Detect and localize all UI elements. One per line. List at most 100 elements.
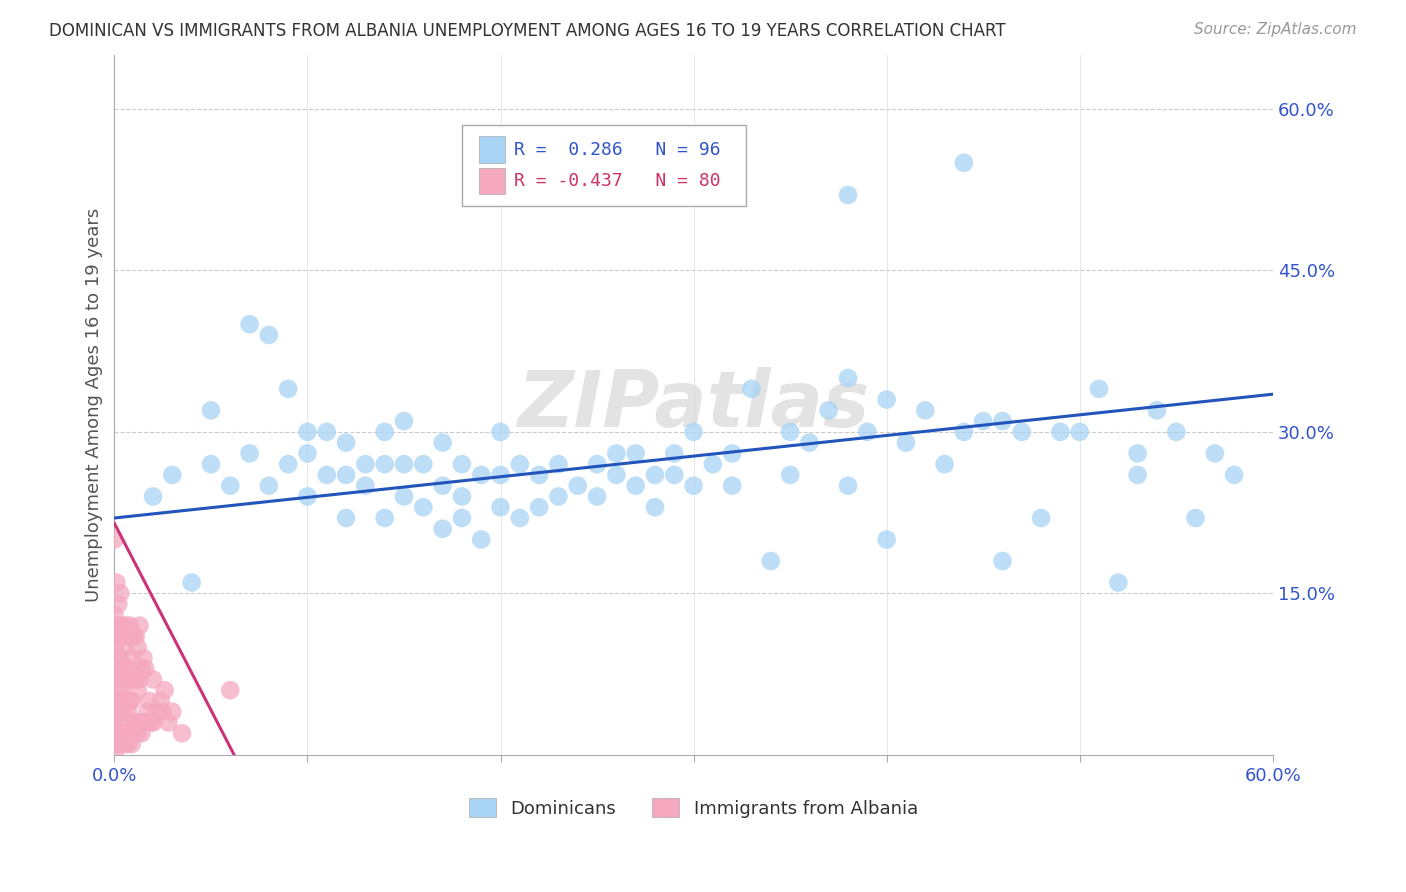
Point [374, 511, 396, 525]
Point [432, 479, 454, 493]
Point [170, 726, 193, 740]
Legend: Dominicans, Immigrants from Albania: Dominicans, Immigrants from Albania [461, 791, 925, 825]
Point [127, 640, 149, 655]
Point [721, 479, 744, 493]
Point [115, 694, 138, 708]
Point [1049, 425, 1071, 439]
Point [132, 715, 155, 730]
Point [335, 511, 357, 525]
Point [108, 629, 131, 643]
Point [139, 715, 162, 730]
Point [664, 446, 686, 460]
Point [200, 403, 222, 417]
Point [107, 629, 129, 643]
Point [162, 705, 184, 719]
Point [115, 662, 138, 676]
Point [107, 662, 129, 676]
Point [103, 737, 125, 751]
Point [315, 425, 337, 439]
Point [219, 683, 242, 698]
Point [118, 618, 141, 632]
Point [257, 479, 280, 493]
Point [142, 490, 165, 504]
Point [392, 457, 415, 471]
Point [624, 479, 647, 493]
Point [128, 673, 150, 687]
Point [953, 155, 976, 169]
Point [127, 683, 149, 698]
Point [257, 328, 280, 343]
Point [111, 726, 134, 740]
Point [128, 618, 150, 632]
Text: R = -0.437   N = 80: R = -0.437 N = 80 [515, 172, 721, 190]
Point [354, 479, 377, 493]
Point [1184, 511, 1206, 525]
Point [664, 467, 686, 482]
Point [200, 457, 222, 471]
Point [112, 673, 135, 687]
Point [432, 435, 454, 450]
Point [124, 673, 146, 687]
Point [1126, 446, 1149, 460]
Point [121, 694, 143, 708]
Point [547, 457, 569, 471]
Point [103, 673, 125, 687]
Point [856, 425, 879, 439]
Point [1069, 425, 1091, 439]
Point [107, 597, 129, 611]
Point [136, 705, 159, 719]
Point [277, 457, 299, 471]
Point [759, 554, 782, 568]
Point [108, 586, 131, 600]
Point [142, 715, 165, 730]
Point [153, 683, 176, 698]
Point [315, 467, 337, 482]
Point [118, 694, 141, 708]
Point [108, 705, 131, 719]
Point [1088, 382, 1111, 396]
Point [644, 500, 666, 515]
Point [837, 371, 859, 385]
Point [111, 694, 134, 708]
Point [451, 490, 474, 504]
Point [219, 479, 242, 493]
Point [741, 382, 763, 396]
Point [105, 618, 128, 632]
Point [105, 575, 128, 590]
Point [586, 490, 609, 504]
Point [105, 651, 128, 665]
Point [354, 457, 377, 471]
Point [108, 651, 131, 665]
Point [115, 726, 138, 740]
Point [586, 457, 609, 471]
Point [118, 726, 141, 740]
Point [132, 651, 155, 665]
Point [682, 425, 704, 439]
Point [162, 467, 184, 482]
Point [509, 457, 531, 471]
Point [117, 629, 139, 643]
Point [122, 715, 145, 730]
Point [991, 414, 1014, 428]
Point [131, 726, 153, 740]
Point [112, 640, 135, 655]
Bar [479, 136, 505, 163]
Point [108, 683, 131, 698]
Point [105, 673, 128, 687]
Point [1166, 425, 1188, 439]
Point [297, 446, 319, 460]
Point [953, 425, 976, 439]
Point [412, 500, 434, 515]
FancyBboxPatch shape [463, 125, 745, 205]
Point [117, 673, 139, 687]
Point [489, 425, 512, 439]
Point [567, 479, 589, 493]
Point [702, 457, 724, 471]
Point [547, 490, 569, 504]
Point [799, 435, 821, 450]
Point [527, 467, 550, 482]
Y-axis label: Unemployment Among Ages 16 to 19 years: Unemployment Among Ages 16 to 19 years [86, 208, 103, 602]
Point [105, 726, 128, 740]
Point [1146, 403, 1168, 417]
Point [392, 490, 415, 504]
